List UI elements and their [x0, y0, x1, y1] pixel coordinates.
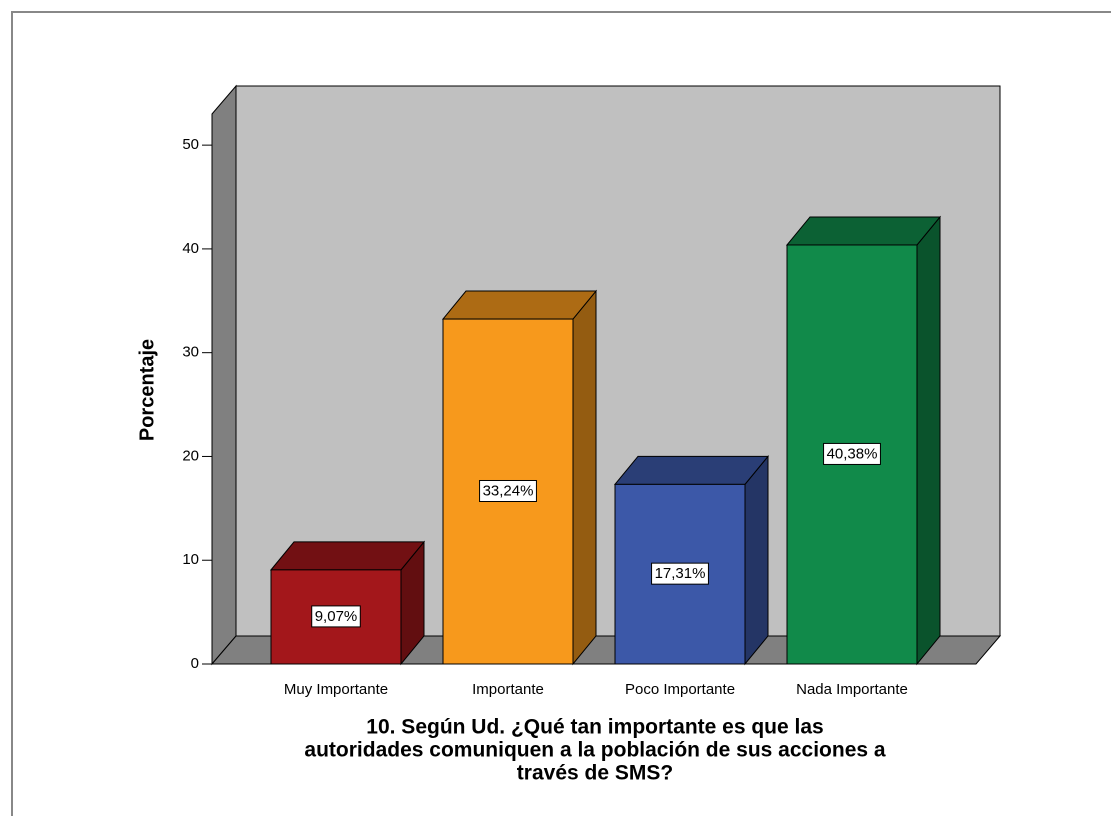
bar-top [269, 541, 426, 571]
value-label-box [823, 442, 881, 465]
value-label: 40,38% [827, 445, 878, 462]
y-tick-label: 10 [182, 551, 199, 568]
bar-side [916, 215, 941, 666]
value-label-box [651, 562, 709, 585]
left-wall [211, 84, 237, 666]
x-tick-label: Nada Importante [796, 681, 908, 698]
value-label-box [479, 479, 537, 502]
y-tick-label: 30 [182, 344, 199, 361]
bar-side [744, 454, 769, 666]
y-tick-label: 0 [191, 655, 199, 672]
x-axis-label: través de SMS? [517, 762, 673, 785]
y-tick-label: 50 [182, 136, 199, 153]
x-tick-label: Poco Importante [625, 681, 735, 698]
x-tick-label: Muy Importante [284, 681, 388, 698]
x-axis-label: autoridades comuniquen a la población de… [304, 739, 885, 762]
bar-top [441, 290, 598, 320]
value-label: 9,07% [315, 608, 358, 625]
x-axis-label: 10. Según Ud. ¿Qué tan importante es que… [366, 716, 823, 739]
y-tick-label: 20 [182, 447, 199, 464]
bar-top [785, 216, 942, 246]
bar-top [613, 455, 770, 485]
value-label-box [311, 605, 361, 628]
bar-side [572, 289, 597, 666]
x-tick-label: Importante [472, 681, 544, 698]
y-tick-label: 40 [182, 240, 199, 257]
value-label: 33,24% [483, 482, 534, 499]
y-axis-label: Porcentaje [136, 339, 158, 441]
value-label: 17,31% [655, 565, 706, 582]
